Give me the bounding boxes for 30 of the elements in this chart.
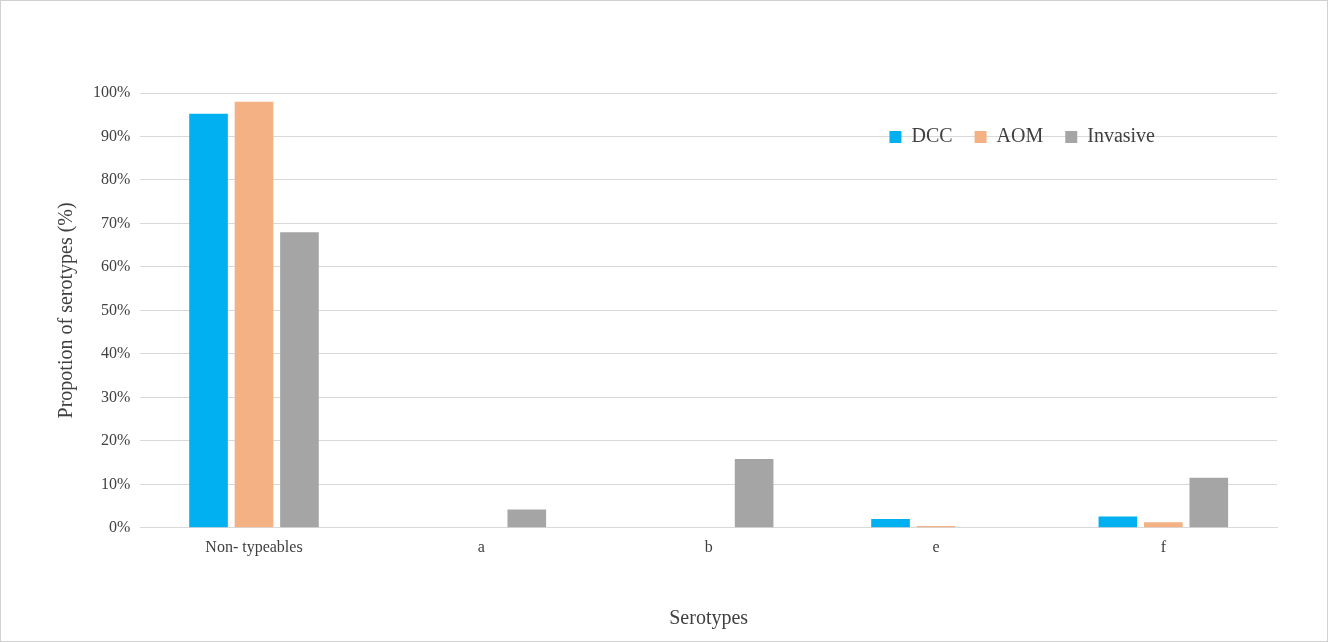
y-axis-title: Propotion of serotypes (%) bbox=[54, 202, 78, 419]
y-tick-label: 10% bbox=[101, 474, 131, 492]
y-tick-label: 30% bbox=[101, 387, 131, 405]
legend-label: DCC bbox=[911, 124, 953, 147]
bar bbox=[1144, 522, 1183, 528]
y-tick-label: 0% bbox=[109, 518, 131, 535]
y-tick-label: 50% bbox=[101, 300, 131, 318]
y-tick-label: 80% bbox=[101, 170, 131, 188]
x-tick-label: Non- typeables bbox=[205, 537, 303, 556]
y-tick-label: 90% bbox=[101, 126, 131, 144]
x-tick-label: f bbox=[1160, 537, 1167, 555]
bar bbox=[871, 519, 910, 528]
x-tick-label: b bbox=[704, 537, 713, 555]
y-tick-label: 20% bbox=[101, 431, 131, 449]
bar bbox=[1189, 477, 1229, 528]
x-tick-label: e bbox=[932, 537, 940, 555]
bar bbox=[234, 101, 274, 528]
legend-label: Invasive bbox=[1087, 124, 1156, 147]
y-tick-label: 100% bbox=[93, 83, 131, 101]
bar bbox=[734, 459, 774, 528]
x-tick-label: a bbox=[477, 537, 485, 555]
bar bbox=[189, 113, 228, 528]
legend-label: AOM bbox=[996, 124, 1044, 147]
x-axis-title: Serotypes bbox=[669, 606, 749, 630]
bar bbox=[1098, 516, 1138, 528]
bar bbox=[507, 509, 547, 528]
bar bbox=[280, 232, 319, 528]
y-tick-label: 60% bbox=[101, 257, 131, 275]
y-tick-label: 40% bbox=[101, 344, 131, 362]
y-tick-label: 70% bbox=[101, 213, 131, 231]
